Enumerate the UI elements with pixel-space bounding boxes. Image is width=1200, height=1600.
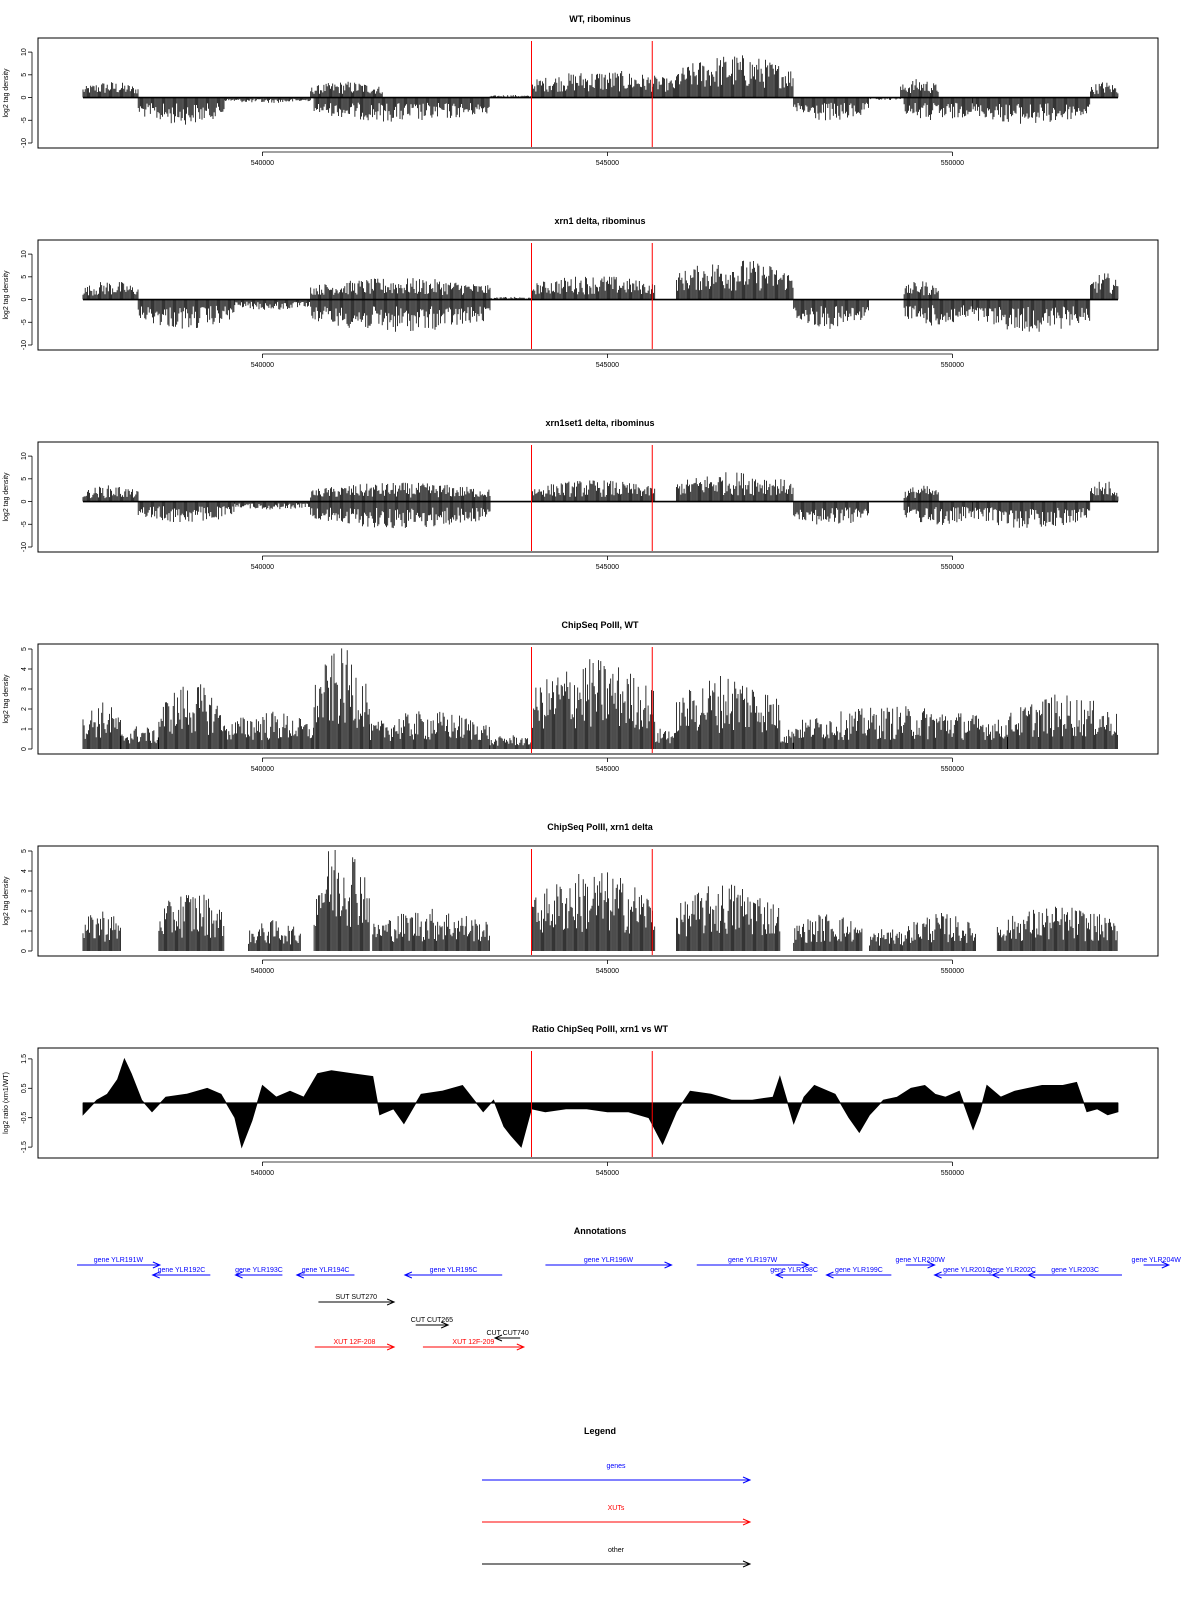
x-tick-label: 545000 [596, 160, 619, 167]
x-tick-label: 545000 [596, 362, 619, 369]
y-tick-label: 3 [21, 889, 28, 893]
y-tick-label: 10 [21, 452, 28, 460]
y-tick-label: 3 [21, 687, 28, 691]
signal-series [82, 260, 1119, 332]
y-axis-label: log2 tag density [3, 674, 10, 724]
x-tick-label: 550000 [941, 564, 964, 571]
plot-frame [37, 845, 1159, 957]
y-tick-label: 5 [21, 73, 28, 77]
y-tick-label: -10 [21, 340, 28, 350]
panel-5: ChipSeq PolII, xrn1 delta 0 1 2 3 4 5 log2 tag … [3, 822, 1159, 975]
y-tick-label: 2 [21, 707, 28, 711]
y-tick-label: 10 [21, 250, 28, 258]
y-tick-label: 5 [21, 275, 28, 279]
y-tick-label: 10 [21, 48, 28, 56]
x-tick-label: 550000 [941, 362, 964, 369]
y-tick-label: 5 [21, 477, 28, 481]
y-axis-label: log2 tag density [3, 876, 10, 926]
x-tick-label: 545000 [596, 968, 619, 975]
y-tick-label: 0 [21, 949, 28, 953]
x-tick-label: 550000 [941, 766, 964, 773]
plot-frame [37, 239, 1159, 351]
panel-1: WT, ribominus -10 -5 0 5 10 log2 tag density 54… [3, 14, 1159, 167]
x-tick-label: 540000 [251, 968, 274, 975]
signal-series [82, 648, 1118, 749]
x-tick-label: 550000 [941, 160, 964, 167]
y-tick-label: 4 [21, 667, 28, 671]
y-tick-label: 0 [21, 297, 28, 301]
y-tick-label: 5 [21, 647, 28, 651]
plot-frame [37, 643, 1159, 755]
y-tick-label: 4 [21, 869, 28, 873]
y-tick-label: 0 [21, 499, 28, 503]
y-axis-label: log2 tag density [3, 270, 10, 320]
signal-series [82, 850, 1118, 951]
y-tick-label: -5 [21, 521, 28, 527]
panel-title: ChipSeq PolII, WT [562, 620, 639, 630]
signal-series [82, 55, 1119, 125]
y-tick-label: 1 [21, 727, 28, 731]
y-axis-label: log2 tag density [3, 68, 10, 118]
panel-title: WT, ribominus [569, 14, 631, 24]
panel-4: ChipSeq PolII, WT 0 1 2 3 4 5 log2 tag density 5… [3, 620, 1159, 773]
panel-title: xrn1set1 delta, ribominus [545, 418, 654, 428]
plot-frame [37, 441, 1159, 553]
y-tick-label: -10 [21, 542, 28, 552]
y-tick-label: 0 [21, 747, 28, 751]
y-tick-label: 0 [21, 95, 28, 99]
x-tick-label: 540000 [251, 160, 274, 167]
panel-2: xrn1 delta, ribominus -10 -5 0 5 10 log2 tag d… [3, 216, 1159, 369]
y-tick-label: -10 [21, 138, 28, 148]
panel-title: ChipSeq PolII, xrn1 delta [547, 822, 654, 832]
x-tick-label: 540000 [251, 766, 274, 773]
y-tick-label: 1 [21, 929, 28, 933]
y-tick-label: -5 [21, 319, 28, 325]
signal-series [82, 472, 1119, 529]
plot-frame [37, 37, 1159, 149]
y-tick-label: -5 [21, 117, 28, 123]
y-tick-label: 2 [21, 909, 28, 913]
x-tick-label: 540000 [251, 564, 274, 571]
y-axis-label: log2 tag density [3, 472, 10, 522]
x-tick-label: 545000 [596, 766, 619, 773]
x-tick-label: 550000 [941, 968, 964, 975]
panel-3: xrn1set1 delta, ribominus -10 -5 0 5 10 log2 t… [3, 418, 1159, 571]
y-tick-label: 5 [21, 849, 28, 853]
x-tick-label: 545000 [596, 564, 619, 571]
x-tick-label: 540000 [251, 362, 274, 369]
panel-title: xrn1 delta, ribominus [554, 216, 645, 226]
